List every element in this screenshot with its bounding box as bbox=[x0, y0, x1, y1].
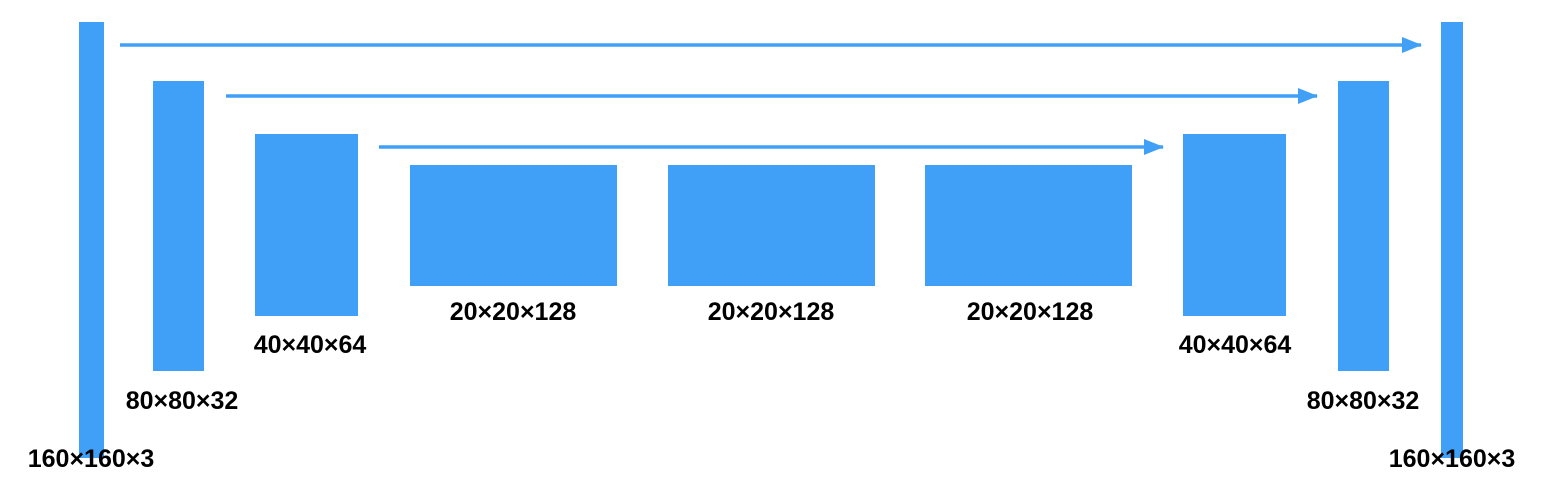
label-bottleneck-3: 20×20×128 bbox=[967, 298, 1094, 326]
dimension-labels: 160×160×3 80×80×32 40×40×64 20×20×128 20… bbox=[28, 298, 1516, 473]
feature-blocks bbox=[79, 22, 1463, 458]
block-bottleneck-2 bbox=[668, 165, 875, 286]
block-bottleneck-1 bbox=[410, 165, 617, 286]
block-bottleneck-3 bbox=[925, 165, 1132, 286]
label-bottleneck-1: 20×20×128 bbox=[450, 298, 577, 326]
label-dec-160: 160×160×3 bbox=[1389, 445, 1516, 473]
block-dec-80 bbox=[1338, 81, 1389, 371]
block-enc-160 bbox=[79, 22, 104, 458]
label-enc-80: 80×80×32 bbox=[126, 387, 239, 415]
label-dec-40: 40×40×64 bbox=[1179, 331, 1292, 359]
block-enc-80 bbox=[153, 81, 204, 371]
skip-connections bbox=[120, 37, 1422, 155]
label-enc-40: 40×40×64 bbox=[254, 331, 367, 359]
label-bottleneck-2: 20×20×128 bbox=[708, 298, 835, 326]
block-enc-40 bbox=[255, 134, 358, 316]
block-dec-40 bbox=[1183, 134, 1286, 316]
label-enc-160: 160×160×3 bbox=[28, 445, 155, 473]
block-dec-160 bbox=[1441, 22, 1463, 458]
label-dec-80: 80×80×32 bbox=[1307, 387, 1420, 415]
